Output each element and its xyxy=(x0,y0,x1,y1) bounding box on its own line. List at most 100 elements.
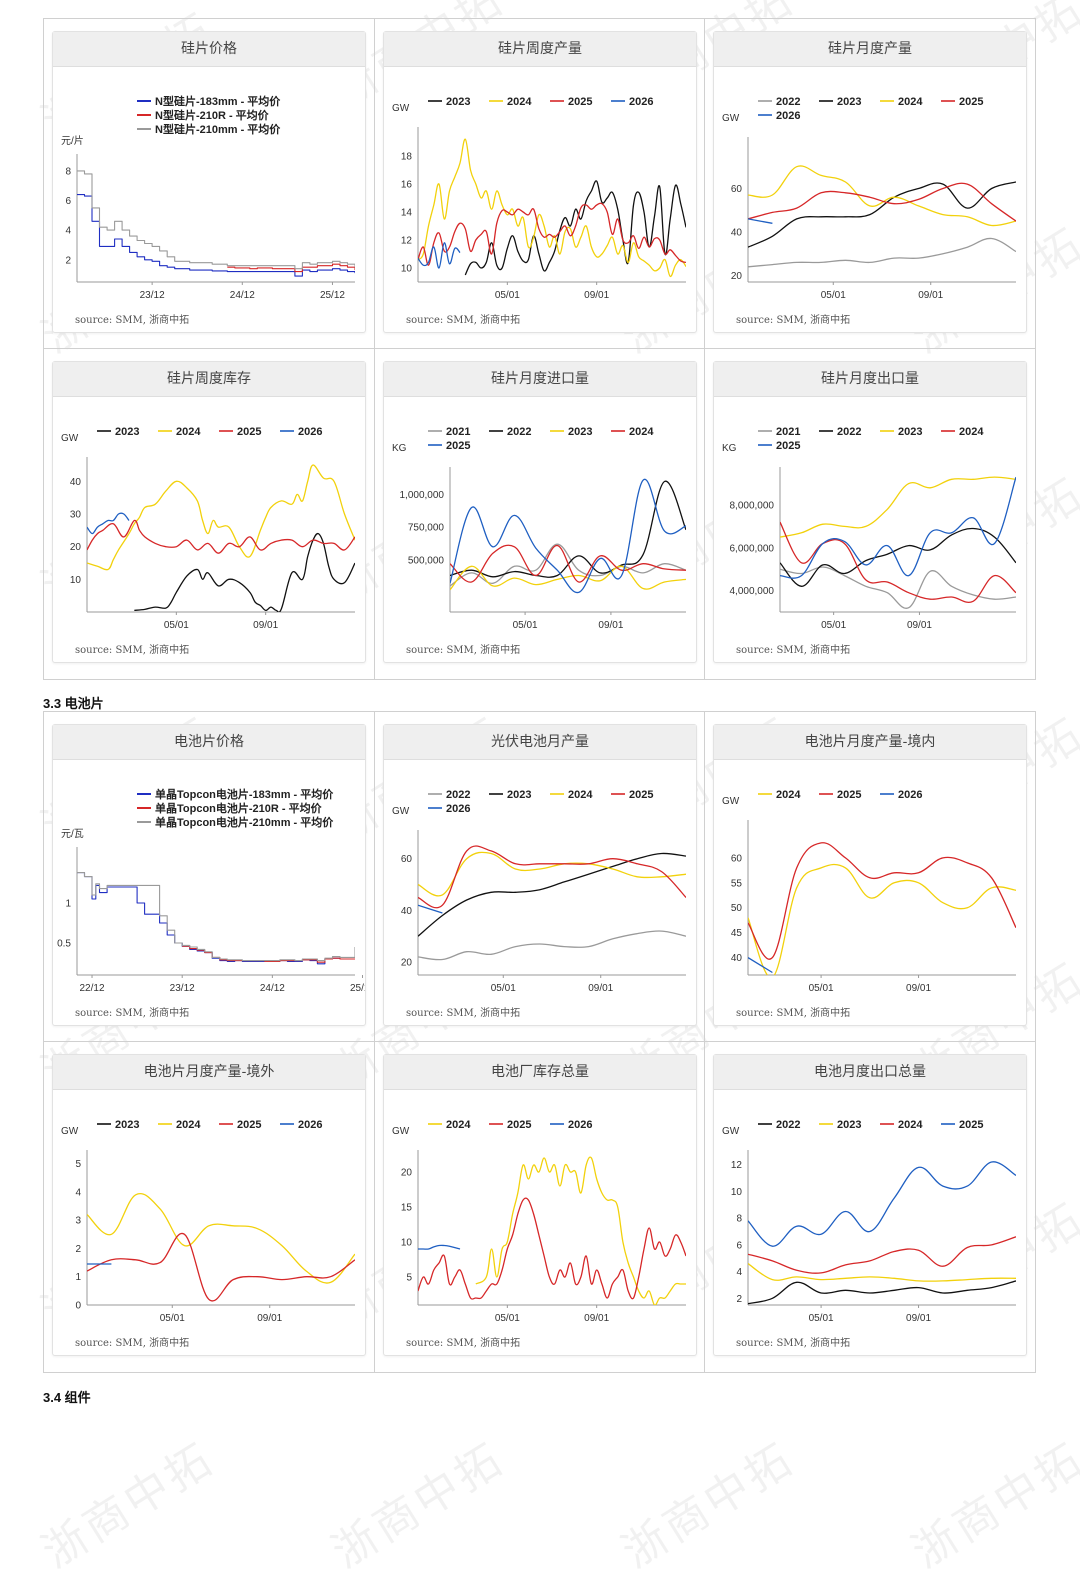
y-tick-label: 1,000,000 xyxy=(400,490,445,501)
y-tick-label: 60 xyxy=(731,184,743,195)
chart-card: 硅片月度出口量 source: SMM, 浙商中拓 KG 4,000,000 6,000… xyxy=(713,361,1027,663)
y-tick-label: 2 xyxy=(736,1294,742,1305)
legend-label: 2023 xyxy=(446,96,470,108)
y-unit-label: GW xyxy=(392,1126,410,1137)
series-line-2025 xyxy=(780,476,1016,579)
series-group xyxy=(418,138,686,278)
legend-label: 2026 xyxy=(568,1119,592,1131)
x-tick-label: 05/01 xyxy=(164,620,189,631)
wafer-chart-grid: 硅片价格 source: SMM, 浙商中拓 元/片 2 4 6 8 23/12 24/12 25… xyxy=(43,18,1036,680)
series-line-2024 xyxy=(748,863,1016,975)
y-tick-label: 30 xyxy=(70,510,82,521)
series-line-2025 xyxy=(418,1197,686,1300)
y-tick-label: 55 xyxy=(731,878,743,889)
x-tick-label: 09/01 xyxy=(257,1313,282,1324)
legend-label: 2026 xyxy=(776,110,800,122)
legend-label: 2024 xyxy=(898,96,923,108)
chart-cell: 电池片月度产量-境外 source: SMM, 浙商中拓 GW 0 1 2 3 4 5 05/01… xyxy=(44,1042,375,1372)
chart-source: source: SMM, 浙商中拓 xyxy=(736,645,851,656)
chart-card: 硅片月度产量 source: SMM, 浙商中拓 GW 20 40 60 05/01 09/0… xyxy=(713,31,1027,333)
legend-label: 2022 xyxy=(446,789,470,801)
chart-svg: KG 4,000,000 6,000,000 8,000,000 05/01 09/01 2… xyxy=(722,426,1016,631)
chart-card: 硅片月度进口量 source: SMM, 浙商中拓 KG 500,000 750,000… xyxy=(383,361,697,663)
y-tick-label: 8 xyxy=(736,1214,742,1225)
series-line-2024 xyxy=(87,464,355,571)
chart-title: 电池厂库存总量 xyxy=(384,1055,696,1090)
y-tick-label: 2 xyxy=(65,255,71,266)
series-group xyxy=(77,872,355,965)
chart-legend: 2021 2022 2023 2024 2025 xyxy=(428,426,654,452)
chart-title: 光伏电池月产量 xyxy=(384,725,696,760)
series-group xyxy=(87,464,355,612)
chart-svg: GW 5 10 15 20 05/01 09/01 2024 2025 2026 xyxy=(392,1119,686,1324)
series-group xyxy=(780,476,1016,609)
cell-chart-grid: 电池片价格 source: SMM, 浙商中拓 元/瓦 0.5 1 22/12 23/12 2… xyxy=(43,711,1036,1373)
legend-label: 2023 xyxy=(115,426,139,438)
series-line-2025 xyxy=(450,478,686,594)
y-tick-label: 750,000 xyxy=(408,523,445,534)
legend-label: 单晶Topcon电池片-210R - 平均价 xyxy=(155,801,323,815)
y-tick-label: 6,000,000 xyxy=(730,543,775,554)
legend-label: 2023 xyxy=(568,426,592,438)
series-line-2025 xyxy=(418,845,686,909)
series-line-2023 xyxy=(450,565,686,591)
legend-label: 2026 xyxy=(898,789,922,801)
legend-label: 2022 xyxy=(837,426,861,438)
legend-label: 2022 xyxy=(776,96,800,108)
chart-legend: 2021 2022 2023 2024 2025 xyxy=(758,426,984,452)
chart-source: source: SMM, 浙商中拓 xyxy=(736,315,851,326)
x-tick-label: 09/01 xyxy=(584,1313,609,1324)
series-line-2025 xyxy=(748,1161,1016,1247)
chart-source: source: SMM, 浙商中拓 xyxy=(406,1338,521,1349)
y-unit-label: KG xyxy=(392,443,407,454)
legend-label: 2024 xyxy=(507,96,532,108)
y-tick-label: 8 xyxy=(65,166,71,177)
series-line-2026 xyxy=(418,1244,461,1250)
chart-card: 电池厂库存总量 source: SMM, 浙商中拓 GW 5 10 15 20 05/01 09… xyxy=(383,1054,697,1356)
series-line-2026 xyxy=(418,904,443,914)
legend-label: 2023 xyxy=(837,96,861,108)
legend-label: 2023 xyxy=(898,426,922,438)
y-unit-label: GW xyxy=(392,806,410,817)
y-tick-label: 1 xyxy=(65,899,71,910)
chart-source: source: SMM, 浙商中拓 xyxy=(736,1008,851,1019)
series-line-N型硅片-210mm - 平均价 xyxy=(77,170,355,270)
chart-title: 硅片周度产量 xyxy=(384,32,696,67)
series-line-N型硅片-183mm - 平均价 xyxy=(77,194,355,277)
chart-card: 光伏电池月产量 source: SMM, 浙商中拓 GW 20 40 60 05/01 09/… xyxy=(383,724,697,1026)
y-unit-label: GW xyxy=(61,1126,79,1137)
series-group xyxy=(748,1161,1016,1305)
x-tick-label: 22/12 xyxy=(80,983,105,994)
series-line-2024 xyxy=(87,1193,355,1284)
x-tick-label: 05/01 xyxy=(809,983,834,994)
chart-title: 电池片月度产量-境外 xyxy=(53,1055,365,1090)
chart-cell: 电池片价格 source: SMM, 浙商中拓 元/瓦 0.5 1 22/12 23/12 2… xyxy=(44,712,375,1042)
y-tick-label: 500,000 xyxy=(408,555,445,566)
chart-legend: 单晶Topcon电池片-183mm - 平均价单晶Topcon电池片-210R … xyxy=(137,787,334,829)
series-line-2023 xyxy=(418,852,686,937)
y-tick-label: 60 xyxy=(401,854,413,865)
series-group xyxy=(450,478,686,594)
y-unit-label: 元/片 xyxy=(61,134,84,147)
chart-cell: 硅片月度进口量 source: SMM, 浙商中拓 KG 500,000 750,000… xyxy=(375,349,705,679)
chart-title: 硅片月度产量 xyxy=(714,32,1026,67)
x-tick-label: 05/01 xyxy=(821,620,846,631)
series-line-2026 xyxy=(748,218,773,224)
legend-label: 2025 xyxy=(446,440,470,452)
legend-label: N型硅片-210mm - 平均价 xyxy=(155,122,281,136)
series-line-2023 xyxy=(464,180,686,276)
y-tick-label: 20 xyxy=(401,958,413,969)
x-tick-label: 09/01 xyxy=(588,983,613,994)
legend-label: 2021 xyxy=(446,426,470,438)
section-title-cells: 3.3 电池片 xyxy=(43,696,104,711)
y-tick-label: 12 xyxy=(401,236,413,247)
legend-label: 2025 xyxy=(507,1119,531,1131)
y-tick-label: 5 xyxy=(406,1273,412,1284)
x-tick-label: 05/01 xyxy=(495,290,520,301)
y-tick-label: 6 xyxy=(736,1240,742,1251)
legend-label: 2026 xyxy=(446,803,470,815)
series-line-2025 xyxy=(87,1232,355,1302)
x-tick-label: 09/01 xyxy=(907,620,932,631)
